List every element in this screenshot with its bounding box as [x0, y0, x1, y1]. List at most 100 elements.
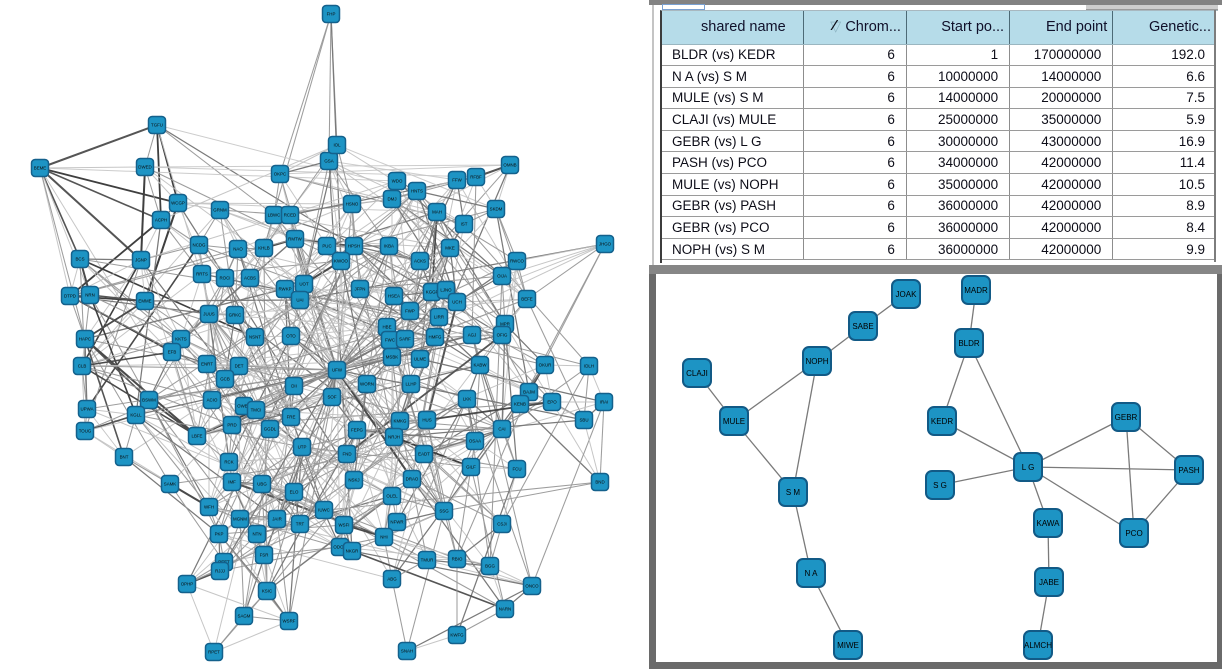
svg-text:SSG: SSG: [439, 509, 449, 514]
svg-text:WSRF: WSRF: [283, 619, 296, 624]
svg-text:FHP: FHP: [327, 12, 336, 17]
svg-text:KABW: KABW: [474, 363, 488, 368]
svg-text:FCU: FCU: [512, 467, 521, 472]
svg-text:LIRR: LIRR: [434, 315, 444, 320]
svg-text:NKGR: NKGR: [346, 549, 359, 554]
svg-text:WORN: WORN: [360, 382, 374, 387]
svg-text:FSR: FSR: [260, 553, 269, 558]
svg-text:JFPN: JFPN: [355, 287, 366, 292]
svg-text:OKUR: OKUR: [539, 363, 552, 368]
svg-text:CAI: CAI: [498, 427, 505, 432]
svg-text:RBIO: RBIO: [452, 557, 463, 562]
svg-text:UPWA: UPWA: [80, 407, 93, 412]
svg-text:KAWA: KAWA: [1037, 519, 1061, 528]
svg-text:PCO: PCO: [1125, 529, 1142, 538]
svg-text:NTN: NTN: [252, 532, 261, 537]
svg-text:OTO: OTO: [286, 334, 296, 339]
svg-text:ACKS: ACKS: [414, 259, 426, 264]
svg-text:ELO: ELO: [290, 490, 299, 495]
svg-text:FRE: FRE: [287, 415, 296, 420]
svg-text:NRN: NRN: [85, 293, 95, 298]
svg-text:RMTW: RMTW: [288, 237, 303, 242]
svg-text:RWKP: RWKP: [278, 287, 291, 292]
svg-text:HSNO: HSNO: [346, 202, 359, 207]
svg-text:L G: L G: [1022, 463, 1035, 472]
svg-text:IUWC: IUWC: [318, 508, 330, 513]
svg-text:RFBF: RFBF: [470, 175, 482, 180]
svg-text:GRNM: GRNM: [213, 208, 227, 213]
svg-text:NAO: NAO: [233, 247, 243, 252]
svg-text:WSFI: WSFI: [339, 523, 350, 528]
svg-text:UFW: UFW: [332, 368, 343, 373]
svg-text:OLEL: OLEL: [386, 494, 398, 499]
svg-text:ACIO: ACIO: [207, 398, 218, 403]
svg-text:EADT: EADT: [418, 452, 430, 457]
svg-text:HSEA: HSEA: [388, 294, 400, 299]
svg-text:HMFG: HMFG: [429, 335, 443, 340]
svg-text:NRJH: NRJH: [388, 435, 400, 440]
svg-text:KSIC: KSIC: [262, 589, 272, 594]
svg-text:IST: IST: [461, 222, 468, 227]
svg-text:IKBA: IKBA: [384, 244, 394, 249]
svg-text:PASH: PASH: [1178, 466, 1199, 475]
svg-text:SABE: SABE: [852, 322, 873, 331]
svg-text:CSJI: CSJI: [497, 522, 507, 527]
svg-text:OIJA: OIJA: [497, 274, 507, 279]
svg-text:KWFG: KWFG: [450, 633, 464, 638]
svg-text:WDO: WDO: [392, 179, 403, 184]
svg-text:NARN: NARN: [499, 607, 511, 612]
svg-text:ONCO: ONCO: [525, 584, 539, 589]
svg-text:KENB: KENB: [514, 402, 526, 407]
svg-text:JHGO: JHGO: [599, 242, 612, 247]
svg-text:HBE: HBE: [382, 325, 391, 330]
svg-text:ACPH: ACPH: [155, 218, 167, 223]
svg-text:KKTS: KKTS: [175, 337, 187, 342]
svg-text:EPO: EPO: [547, 400, 557, 405]
svg-text:FEPG: FEPG: [351, 428, 364, 433]
svg-text:FFW: FFW: [452, 178, 462, 183]
svg-text:SKDM: SKDM: [490, 207, 503, 212]
svg-text:HAPC: HAPC: [79, 337, 91, 342]
svg-text:IOL: IOL: [333, 143, 341, 148]
svg-text:S M: S M: [786, 488, 801, 497]
svg-text:UOT: UOT: [299, 282, 309, 287]
svg-text:DTPD: DTPD: [64, 294, 76, 299]
svg-text:MSBK: MSBK: [386, 355, 399, 360]
svg-text:JUUS: JUUS: [203, 312, 215, 317]
svg-text:IDLH: IDLH: [584, 364, 594, 369]
svg-text:PKP: PKP: [215, 532, 224, 537]
svg-text:UTP: UTP: [298, 445, 307, 450]
svg-text:HNTS: HNTS: [411, 189, 423, 194]
svg-text:NSNT: NSNT: [249, 335, 261, 340]
svg-text:SAGM: SAGM: [238, 614, 251, 619]
svg-text:BGG: BGG: [485, 564, 495, 569]
svg-text:JGNP: JGNP: [135, 258, 147, 263]
svg-text:BSWM: BSWM: [142, 398, 156, 403]
svg-text:DET: DET: [235, 364, 244, 369]
svg-text:FWC: FWC: [385, 338, 395, 343]
svg-text:RJJJ: RJJJ: [215, 569, 225, 574]
svg-text:RCK: RCK: [224, 460, 233, 465]
svg-text:ROCI: ROCI: [220, 276, 231, 281]
svg-text:BNT: BNT: [120, 455, 129, 460]
svg-text:KHLB: KHLB: [258, 246, 270, 251]
svg-text:EMME: EMME: [138, 299, 151, 304]
svg-text:ULME: ULME: [414, 357, 426, 362]
svg-text:DII: DII: [291, 384, 297, 389]
svg-text:UAI: UAI: [296, 298, 303, 303]
svg-text:BLDR: BLDR: [958, 339, 980, 348]
svg-text:GCB: GCB: [220, 377, 230, 382]
svg-text:IRAI: IRAI: [600, 400, 609, 405]
svg-text:KWOO: KWOO: [334, 259, 348, 264]
svg-text:UBG: UBG: [257, 482, 267, 487]
svg-text:MIWE: MIWE: [837, 641, 859, 650]
svg-text:S G: S G: [933, 481, 947, 490]
svg-text:TMUR: TMUR: [421, 558, 434, 563]
svg-text:CLAJI: CLAJI: [686, 369, 708, 378]
svg-text:CLB: CLB: [78, 364, 87, 369]
svg-text:LBWC: LBWC: [268, 213, 281, 218]
svg-text:KGLL: KGLL: [130, 413, 142, 418]
svg-text:KGGF: KGGF: [426, 290, 439, 295]
svg-text:MADR: MADR: [964, 286, 988, 295]
svg-text:HUS: HUS: [422, 418, 431, 423]
